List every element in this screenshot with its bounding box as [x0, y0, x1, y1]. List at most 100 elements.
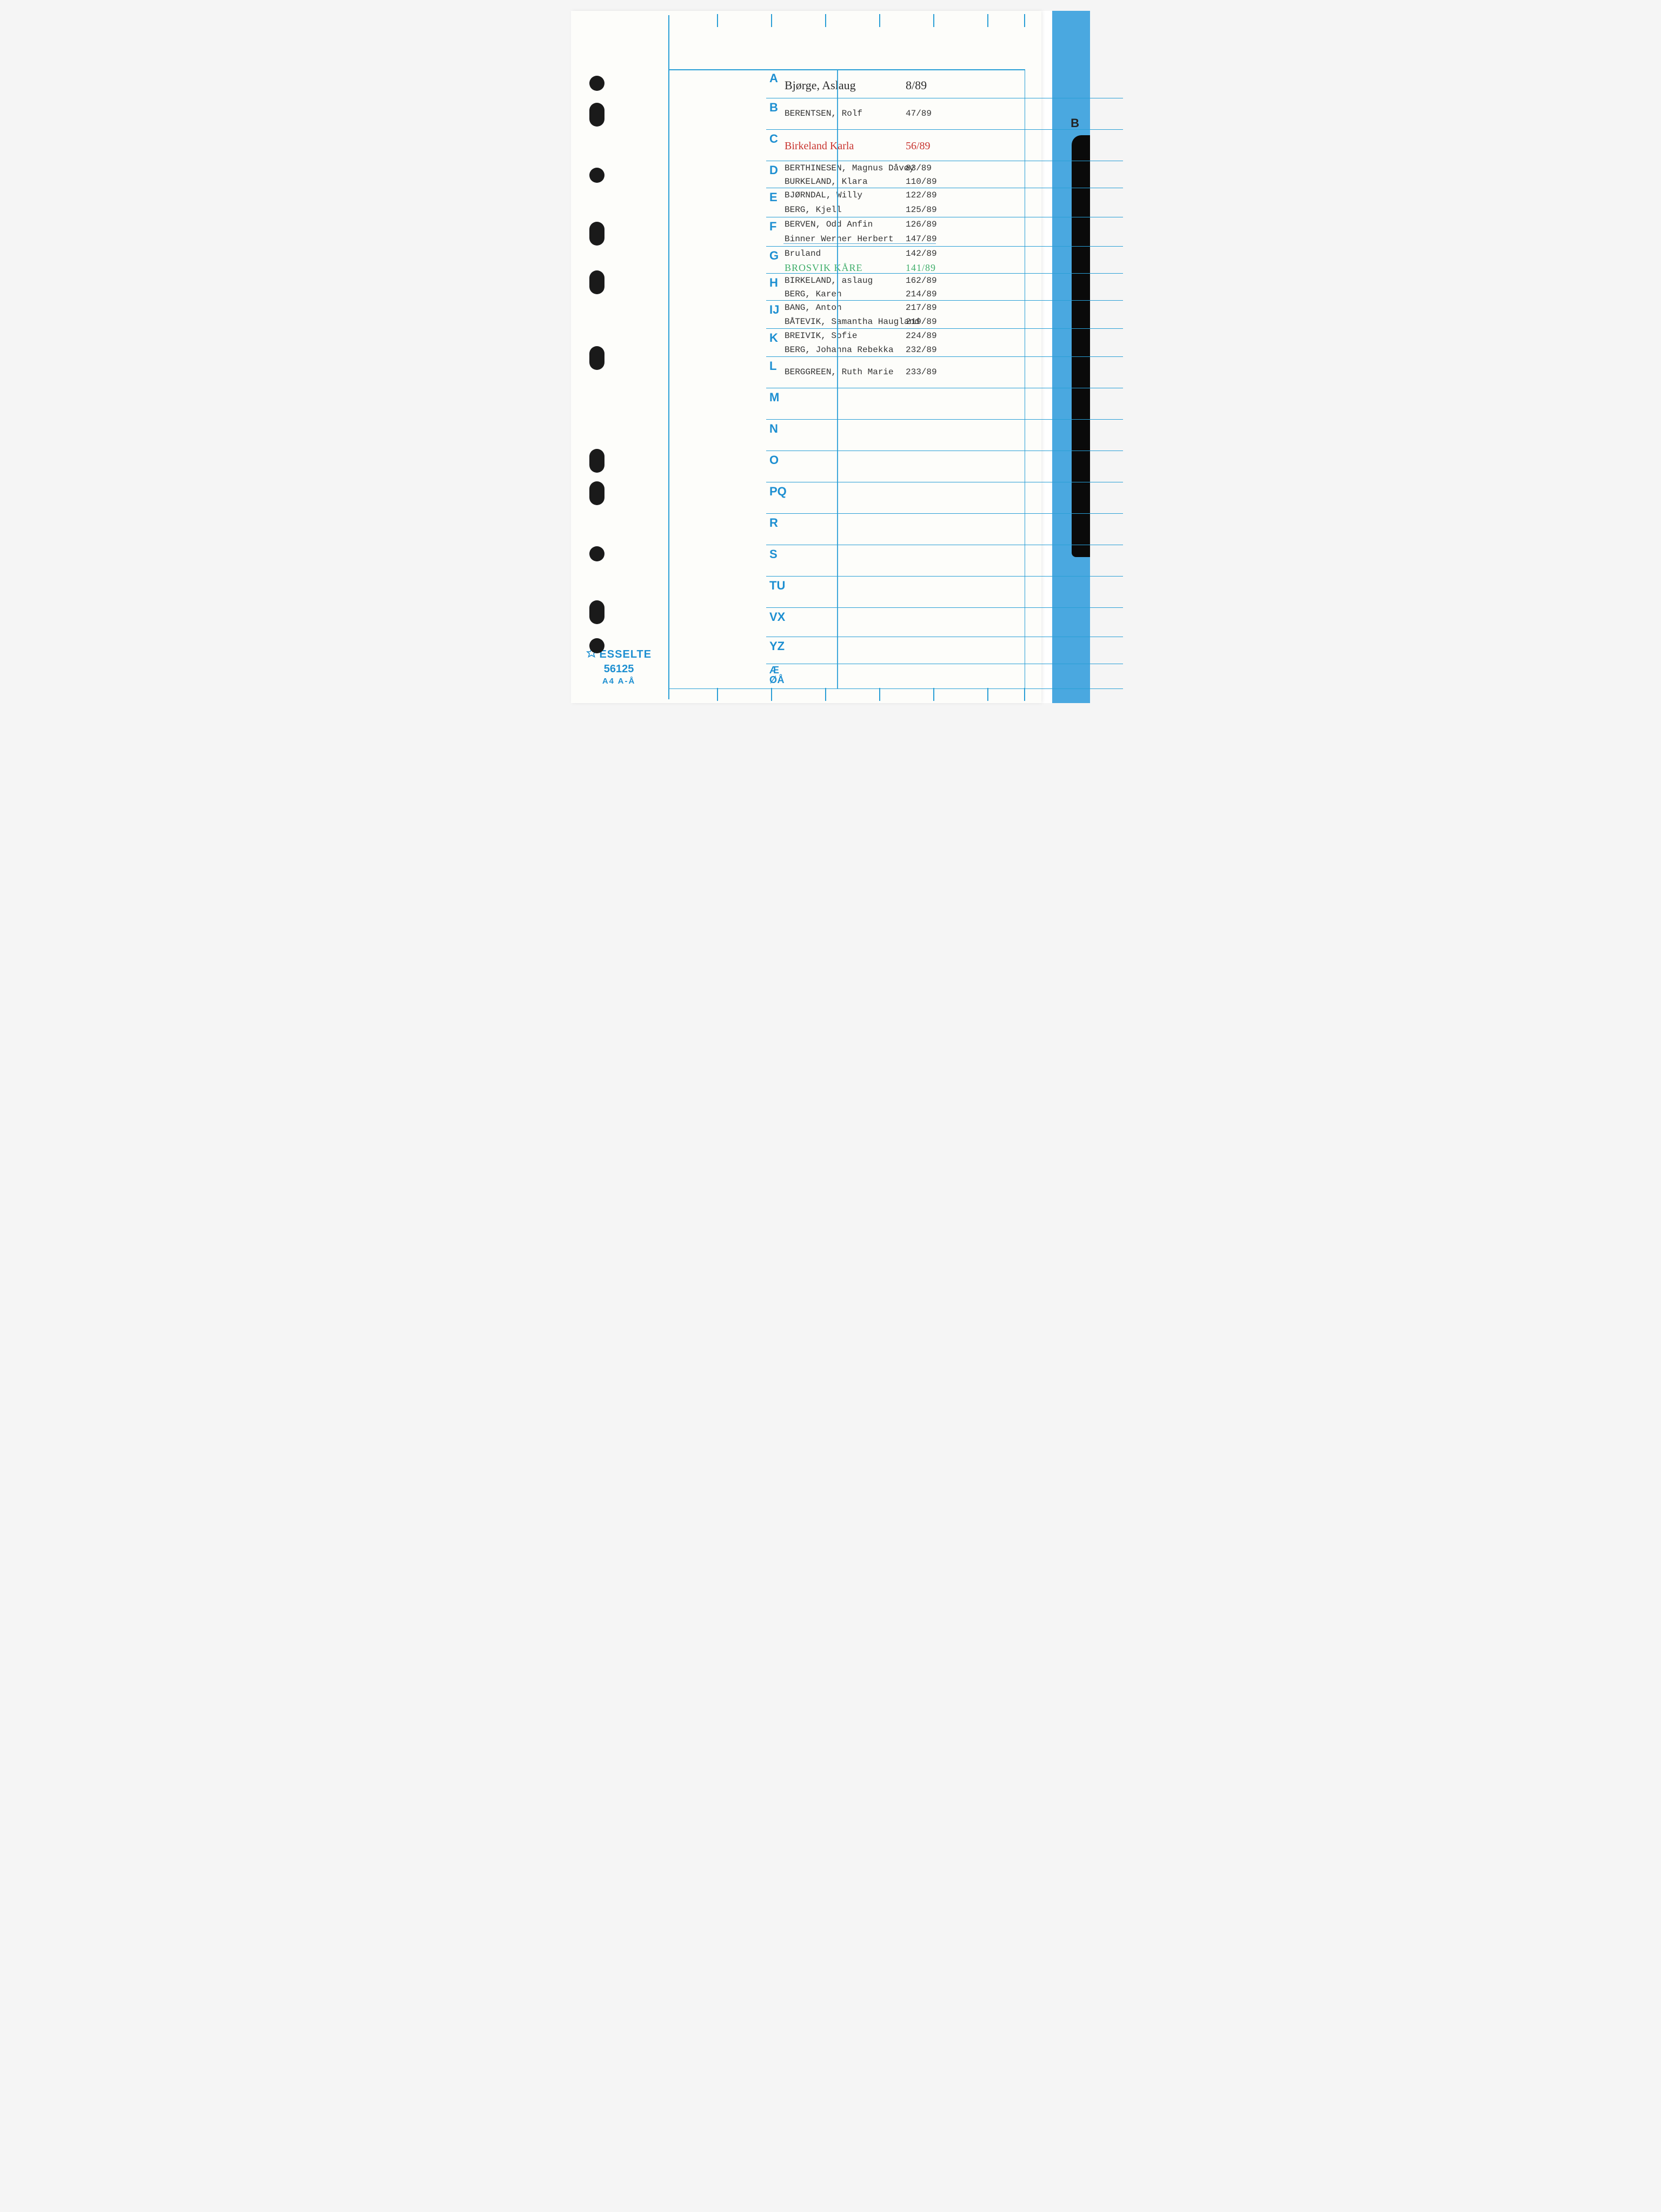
punch-hole [589, 168, 604, 183]
index-entry: BERVEN, Odd Anfin [785, 220, 873, 229]
index-entry-ref: 47/89 [906, 109, 932, 118]
brand-block: ESSELTE 56125 A4 A-Å [586, 648, 652, 687]
row-letter-label: E [769, 190, 778, 204]
punch-hole [589, 222, 604, 246]
index-entry: BROSVIK KÅRE [785, 262, 863, 274]
index-entry-ref: 122/89 [906, 190, 937, 200]
index-entry: BÅTEVIK, Samantha Haugland [785, 317, 920, 327]
index-row: HBIRKELAND, aslaug162/89BERG, Karen214/8… [766, 274, 1123, 301]
index-entry-ref: 217/89 [906, 303, 937, 313]
index-row: N [766, 420, 1123, 451]
row-letter-label: R [769, 516, 778, 530]
index-entry-ref: 142/89 [906, 249, 937, 259]
punch-hole [589, 346, 604, 370]
index-entry: Birkeland Karla [785, 140, 854, 153]
row-letter-label: L [769, 359, 777, 373]
row-letter-label: N [769, 422, 778, 436]
index-entry: BERG, Karen [785, 289, 842, 299]
index-row: DBERTHINESEN, Magnus Dåvøy83/89BURKELAND… [766, 161, 1123, 188]
row-letter-label: M [769, 390, 780, 405]
index-entry-ref: 219/89 [906, 317, 937, 327]
punch-hole [589, 270, 604, 294]
index-entry-ref: 233/89 [906, 367, 937, 377]
tick-mark [771, 688, 772, 701]
brand-name: ESSELTE [599, 648, 652, 660]
index-frame: ABjørge, Aslaug8/89BBERENTSEN, Rolf47/89… [668, 69, 1025, 689]
row-letter-label: O [769, 453, 779, 467]
index-entry-ref: 147/89 [906, 234, 937, 244]
index-entry: BERGGREEN, Ruth Marie [785, 367, 894, 377]
tick-mark [987, 14, 988, 27]
tick-mark [933, 688, 934, 701]
row-letter-label: PQ [769, 485, 787, 499]
index-entry: BANG, Anton [785, 303, 842, 313]
punch-hole [589, 103, 604, 127]
index-entry-ref: 162/89 [906, 276, 937, 286]
index-row: R [766, 514, 1123, 545]
index-entry-ref: 8/89 [906, 78, 927, 92]
index-entry-ref: 141/89 [906, 262, 936, 274]
brand-code: 56125 [604, 663, 634, 675]
tick-mark [879, 14, 880, 27]
index-entry: BERG, Kjell [785, 205, 842, 215]
tick-mark [825, 688, 826, 701]
tick-mark [1024, 14, 1025, 27]
index-entry: BERENTSEN, Rolf [785, 109, 862, 118]
index-entry-ref: 232/89 [906, 345, 937, 355]
index-row: YZ [766, 637, 1123, 664]
index-entry-ref: 110/89 [906, 177, 937, 187]
index-entry-ref: 214/89 [906, 289, 937, 299]
row-letter-label: D [769, 163, 778, 177]
tick-mark [825, 14, 826, 27]
index-entry-ref: 125/89 [906, 205, 937, 215]
index-row: PQ [766, 482, 1123, 514]
tick-mark [987, 688, 988, 701]
tick-mark [879, 688, 880, 701]
row-letter-label: G [769, 249, 779, 263]
brand-spec: A4 A-Å [602, 677, 635, 686]
index-entry: BIRKELAND, aslaug [785, 276, 873, 286]
punch-hole [589, 449, 604, 473]
row-letter-label: C [769, 132, 778, 146]
row-letter-label: B [769, 101, 778, 115]
tick-mark [717, 14, 718, 27]
index-entry: Bjørge, Aslaug [785, 78, 856, 92]
index-page: ABjørge, Aslaug8/89BBERENTSEN, Rolf47/89… [571, 11, 1041, 703]
index-row: B BERENTSEN, Rolf 47/89 [766, 98, 1123, 130]
index-row: M [766, 388, 1123, 420]
row-letter-label: F [769, 220, 777, 234]
index-entry: BERTHINESEN, Magnus Dåvøy [785, 163, 914, 173]
index-row: E BJØRNDAL, Willy 122/89 BERG, Kjell 125/89 [766, 188, 1123, 217]
index-entry: BJØRNDAL, Willy [785, 190, 862, 200]
index-row: VX [766, 608, 1123, 637]
index-row: ABjørge, Aslaug8/89 [766, 69, 1123, 98]
row-letter-label: ÆØÅ [769, 665, 785, 685]
index-row: GBruland142/89BROSVIK KÅRE141/89 [766, 247, 1123, 274]
index-row: ÆØÅ [766, 664, 1123, 689]
punch-hole [589, 546, 604, 561]
row-letter-label: VX [769, 610, 785, 624]
tick-mark [717, 688, 718, 701]
row-letter-label: TU [769, 579, 785, 593]
row-letter-label: S [769, 547, 778, 561]
index-entry-ref: 224/89 [906, 331, 937, 341]
index-entry: Binner Werner Herbert [785, 234, 894, 244]
index-row: IJ BANG, Anton 217/89 BÅTEVIK, Samantha Hau… [766, 301, 1123, 329]
row-letter-label: YZ [769, 639, 785, 653]
index-row: S [766, 545, 1123, 577]
index-entry-ref: 126/89 [906, 220, 937, 229]
index-row: O [766, 451, 1123, 482]
punch-hole [589, 638, 604, 653]
tick-mark [771, 14, 772, 27]
index-entry-ref: 56/89 [906, 140, 931, 153]
punch-hole [589, 76, 604, 91]
index-row: C Birkeland Karla 56/89 [766, 130, 1123, 161]
index-row: L BERGGREEN, Ruth Marie 233/89 [766, 357, 1123, 388]
row-letter-label: K [769, 331, 778, 345]
typed-underline [783, 243, 936, 244]
center-vertical-rule [837, 69, 838, 689]
row-letter-label: IJ [769, 303, 779, 317]
index-row: F BERVEN, Odd Anfin 126/89 Binner Werner He… [766, 217, 1123, 247]
index-row: KBREIVIK, Sofie224/89BERG, Johanna Rebek… [766, 329, 1123, 357]
scan-wrapper: B ABjørge, Aslaug8/89BBERENTSEN, Rolf47/… [571, 11, 1090, 703]
